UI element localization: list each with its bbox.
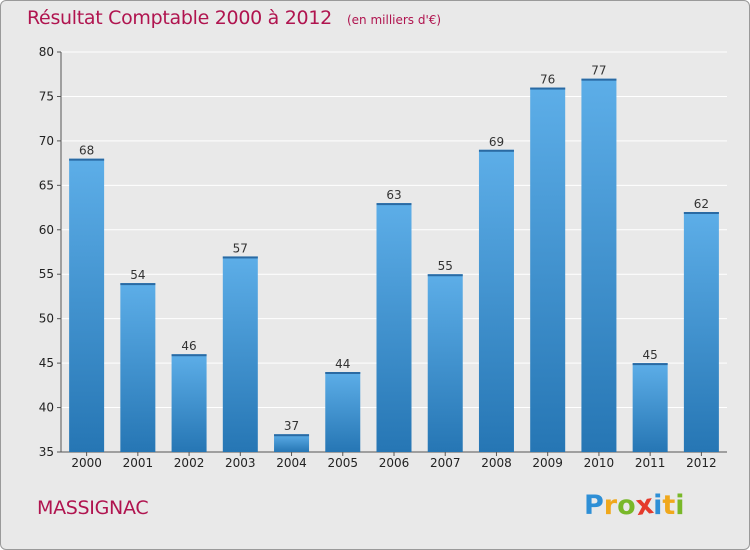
x-tick-label: 2005	[327, 456, 358, 470]
y-tick-label: 50	[39, 312, 54, 326]
bar-2009	[530, 87, 566, 453]
data-label-2002: 46	[181, 339, 196, 353]
y-tick-label: 55	[39, 267, 54, 281]
bars	[69, 78, 719, 453]
data-label-2009: 76	[540, 73, 555, 87]
x-tick-label: 2008	[481, 456, 512, 470]
bar-top-edge	[120, 283, 156, 286]
bar-top-edge	[632, 363, 668, 366]
data-label-2004: 37	[284, 419, 299, 433]
chart-title: Résultat Comptable 2000 à 2012	[27, 7, 332, 29]
bar-top-edge	[69, 158, 105, 161]
data-label-2006: 63	[386, 188, 401, 202]
bar-top-edge	[325, 372, 361, 374]
x-tick-label: 2004	[276, 456, 307, 470]
logo-letter: x	[633, 488, 656, 523]
bar-top-edge	[427, 274, 463, 277]
y-tick-label: 40	[39, 401, 54, 415]
labels: 35 40 45 50 55 60 65 70 75 80 68 2000 54 2001 46 2002 57…	[39, 45, 717, 470]
bar-top-edge	[171, 354, 207, 357]
data-label-2005: 44	[335, 357, 350, 371]
y-tick-label: 80	[39, 45, 54, 59]
title-row: Résultat Comptable 2000 à 2012 (en milli…	[27, 7, 441, 29]
bar-2003	[222, 256, 258, 452]
x-tick-label: 2002	[174, 456, 205, 470]
y-tick-label: 35	[39, 445, 54, 459]
data-label-2003: 57	[233, 241, 248, 255]
bar-2010	[581, 78, 617, 453]
bar-2001	[120, 283, 156, 452]
x-tick-label: 2000	[71, 456, 102, 470]
bar-top-edge	[581, 78, 617, 81]
data-label-2010: 77	[591, 64, 606, 78]
logo-letter: o	[617, 490, 636, 521]
x-tick-label: 2010	[584, 456, 615, 470]
bar-top-edge	[478, 149, 514, 152]
bar-2005	[325, 372, 361, 452]
bar-top-edge	[222, 256, 258, 259]
x-tick-label: 2006	[379, 456, 410, 470]
x-tick-label: 2012	[686, 456, 717, 470]
x-tick-label: 2003	[225, 456, 256, 470]
bar-2011	[632, 363, 668, 452]
bar-2002	[171, 354, 207, 452]
logo-letter: P	[584, 490, 604, 521]
data-label-2008: 69	[489, 135, 504, 149]
y-tick-label: 45	[39, 356, 54, 370]
chart-subtitle: (en milliers d'€)	[346, 13, 442, 27]
bar-2012	[683, 212, 719, 452]
bar-top-edge	[683, 212, 719, 214]
x-tick-label: 2001	[123, 456, 154, 470]
commune-name: MASSIGNAC	[37, 497, 149, 519]
y-tick-label: 70	[39, 134, 54, 148]
bar-top-edge	[530, 87, 566, 90]
logo-letter: r	[603, 490, 618, 521]
proxiti-logo[interactable]: Proxiti	[584, 488, 685, 523]
data-label-2000: 68	[79, 144, 94, 158]
bar-top-edge	[274, 434, 310, 437]
x-tick-label: 2011	[635, 456, 666, 470]
logo-letter: t	[662, 490, 676, 521]
data-label-2001: 54	[130, 268, 145, 282]
x-tick-label: 2007	[430, 456, 461, 470]
bar-2006	[376, 203, 412, 452]
y-tick-label: 75	[39, 89, 54, 103]
bar-top-edge	[376, 203, 412, 206]
y-tick-label: 60	[39, 223, 54, 237]
y-tick-label: 65	[39, 178, 54, 192]
data-label-2011: 45	[643, 348, 658, 362]
bar-2004	[274, 434, 310, 452]
logo-letter: i	[653, 490, 663, 521]
data-label-2007: 55	[438, 259, 453, 273]
x-tick-label: 2009	[532, 456, 563, 470]
logo-letter: i	[675, 490, 685, 521]
data-label-2012: 62	[694, 197, 709, 211]
bar-2007	[427, 274, 463, 452]
bar-2008	[478, 149, 514, 452]
bar-2000	[69, 158, 105, 452]
